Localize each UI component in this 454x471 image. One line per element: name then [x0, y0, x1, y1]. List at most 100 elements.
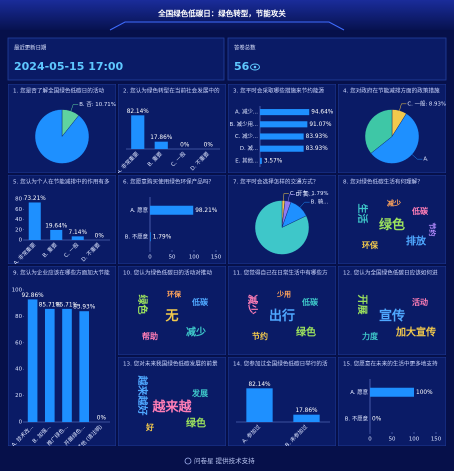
stat-label: 答卷总数 [234, 44, 256, 52]
panel-title: 10. 您认为绿色低碳日的活动对推动 [123, 269, 212, 277]
panel-bg [228, 266, 336, 355]
y-tick-label: 60 [15, 340, 22, 346]
panel: 4. 您对政府在节能减排方面的政策措施 C. 一般: 8.93% A. [338, 84, 446, 173]
bar [260, 121, 308, 128]
x-tick-label: 150 [211, 255, 222, 261]
value-label: 0% [95, 234, 105, 240]
panel-title: 1. 您是否了解全国绿色低碳日的活动 [13, 87, 104, 95]
stat-box [7, 37, 225, 81]
bar [260, 157, 262, 164]
stat-box [227, 37, 447, 81]
panel: 7. 您平时会选择怎样的交通方式？ C. 开车: 1.79%D. 其...B. 骑… [228, 175, 336, 264]
panel-title: 12. 您认为全国绿色低碳日应该如何进 [343, 269, 438, 277]
word: 活动 [412, 297, 428, 307]
panel-title: 4. 您对政府在节能减排方面的政策措施 [343, 87, 440, 95]
x-tick-label: 50 [169, 255, 176, 261]
leader-line [70, 104, 79, 112]
panel-title: 11. 您觉得自己在日常生活中有哪些方 [233, 269, 328, 277]
bar [154, 141, 168, 149]
bar [44, 308, 55, 422]
slice-label: B. 骑... [311, 198, 329, 206]
panel-bg [118, 175, 226, 264]
word: 生活 [356, 204, 369, 224]
value-label: 83.93% [306, 134, 329, 140]
word: 减少 [387, 199, 401, 208]
value-label: 17.86% [295, 408, 318, 414]
value-label: 3.57% [264, 158, 283, 164]
word: 出行 [269, 308, 295, 324]
x-tick-label: 100 [409, 437, 420, 443]
panel-title: 15. 您愿意在未来的生活中更多地支持 [343, 360, 438, 368]
value-label: 7.14% [69, 230, 88, 236]
word: 减少 [186, 326, 206, 339]
leader-line [287, 194, 295, 202]
y-tick-label: 100 [12, 288, 23, 294]
word: 低碳 [191, 297, 209, 307]
header-bar [0, 0, 454, 30]
panel-bg [338, 266, 446, 355]
bar [150, 232, 151, 242]
value-label: 83.93% [306, 146, 329, 152]
panel-title: 2. 您认为绿色转型在当前社会发展中的 [123, 87, 220, 95]
value-label: 92.86% [22, 293, 45, 299]
slice-label: B. 否: 10.71% [79, 101, 116, 108]
word: 好 [145, 422, 154, 432]
slice-label: D. 其... [296, 191, 314, 198]
y-tick-label: 40 [15, 367, 22, 373]
panel-bg [8, 266, 116, 446]
panel-bg [8, 175, 116, 264]
bar [293, 414, 320, 422]
bar [50, 229, 63, 240]
y-tick-label: A. 愿意 [350, 388, 368, 396]
panel-title: 7. 您平时会选择怎样的交通方式？ [233, 178, 318, 186]
value-label: 0% [204, 143, 214, 149]
pie-slice [364, 109, 393, 154]
y-tick-label: B. 不愿意 [345, 414, 369, 422]
panel-bg [118, 357, 226, 446]
panels: 1. 您是否了解全国绿色低碳日的活动 B. 否: 10.71% 2. 您认为绿色转型… [8, 84, 446, 446]
x-tick-label: 50 [389, 437, 396, 443]
word: 少用 [276, 290, 291, 299]
value-label: 91.07% [309, 122, 332, 128]
word: 无 [164, 309, 178, 324]
header-decoration [109, 21, 345, 31]
stat-value: 56 [234, 60, 250, 73]
value-label: 17.86% [150, 135, 173, 141]
value-label: 83.93% [73, 305, 96, 311]
value-label: 19.64% [45, 223, 68, 229]
bar [370, 387, 414, 397]
bar [260, 133, 304, 140]
eye-icon [250, 63, 260, 71]
slice-label: A. [423, 157, 429, 163]
value-label: 1.79% [153, 234, 172, 240]
leader-line [299, 201, 310, 208]
y-tick-label: 20 [15, 393, 22, 399]
y-tick-label: 80 [15, 197, 22, 203]
panel-title: 9. 您认为企业应该在哪些方面加大节能 [13, 269, 110, 277]
y-tick-label: C. 减少... [235, 132, 258, 140]
y-tick-label: 60 [15, 207, 22, 213]
leader-line [399, 103, 407, 111]
bar [131, 115, 145, 149]
bar [71, 236, 84, 240]
panel-title: 8. 您对绿色低碳生活有何理解？ [343, 178, 423, 186]
word: 绿色 [379, 217, 405, 233]
y-tick-label: E. 其他... [235, 156, 258, 164]
word: 绿色 [186, 417, 206, 430]
value-label: 100% [416, 390, 433, 396]
bar [79, 311, 90, 422]
value-label: 98.21% [195, 208, 218, 214]
x-tick-label: 0 [368, 437, 372, 443]
panel-title: 3. 您平时会采取哪些措施来节约能源 [233, 87, 324, 95]
bar [260, 145, 304, 152]
y-tick-label: B. 不愿意 [125, 232, 149, 240]
pie-slice [254, 200, 310, 255]
y-tick-label: 40 [15, 217, 22, 223]
